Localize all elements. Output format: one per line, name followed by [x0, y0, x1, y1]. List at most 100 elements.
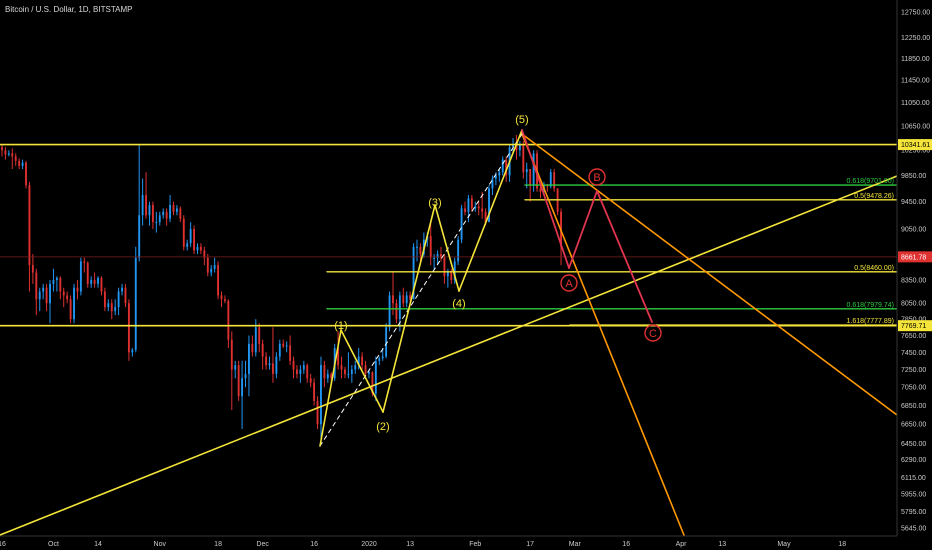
candle-body [491, 178, 494, 189]
candle-body [436, 254, 439, 258]
candle-body [323, 365, 326, 379]
candle-body [38, 291, 41, 300]
candle-body [374, 360, 377, 394]
candle-body [494, 175, 497, 179]
candle-body [189, 229, 192, 244]
price-badge-label: 8661.78 [901, 254, 926, 261]
candle-body [86, 262, 89, 284]
x-tick-label: Apr [676, 541, 688, 548]
candle-body [131, 349, 134, 353]
annotation-lines [0, 129, 898, 550]
candle-body [93, 280, 96, 284]
candle-body [289, 345, 292, 361]
candle-body [206, 257, 209, 273]
candle-body [381, 356, 384, 359]
x-tick-label: 18 [214, 541, 222, 548]
candle-body [31, 265, 34, 273]
y-tick-label: 5645.00 [901, 526, 926, 533]
candle-body [443, 257, 446, 277]
candle-body [134, 257, 137, 350]
candle-body [354, 365, 357, 370]
candle-body [158, 215, 161, 223]
candle-body [97, 277, 99, 284]
x-tick-label: 17 [526, 541, 534, 548]
impulse-wave-segment [434, 204, 460, 292]
x-tick-label: 16 [310, 541, 318, 548]
candle-body [522, 144, 525, 173]
candle-body [196, 246, 199, 251]
candle-body [241, 378, 244, 397]
x-axis: 16 Oct 14 Nov 18 Dec 16 2020 13 Feb 17 Mar 16 Apr 13 Ma… [0, 535, 932, 550]
candle-body [388, 295, 391, 328]
price-badge-label: 10341.61 [901, 142, 930, 149]
candle-body [549, 172, 552, 187]
impulse-wave-segment [382, 204, 436, 413]
candle-body [18, 160, 21, 166]
price-badge [898, 251, 932, 263]
y-tick-label: 10250.00 [901, 148, 930, 155]
candle-body [309, 378, 312, 383]
candle-body [45, 287, 48, 304]
wave-label-A: A [565, 278, 573, 290]
candle-body [21, 162, 24, 166]
wave-circle-A [560, 274, 578, 292]
x-tick-label: 18 [838, 541, 846, 548]
x-tick-label: Mar [569, 541, 582, 548]
candle-body [553, 172, 556, 189]
candle-body [223, 299, 226, 301]
candle-body [69, 299, 72, 320]
candle-body [278, 343, 281, 357]
impulse-wave-segment [458, 129, 523, 292]
wave-circle-C [644, 324, 662, 342]
y-tick-label: 5795.00 [901, 509, 926, 516]
candle-body [474, 206, 477, 209]
y-tick-label: 6450.00 [901, 441, 926, 448]
candle-body [340, 365, 343, 370]
wave-label-3: (3) [428, 197, 441, 209]
candle-body [213, 265, 216, 269]
y-tick-label: 7650.00 [901, 333, 926, 340]
candle-body [83, 261, 86, 263]
candle-body [28, 185, 31, 266]
candle-body [11, 153, 14, 157]
level-label: 0.5(8460.00) [854, 265, 894, 272]
candle-body [350, 369, 353, 374]
candle-body [364, 365, 367, 374]
candle-body [227, 300, 230, 340]
candle-body [464, 208, 466, 212]
price-badge [898, 320, 932, 332]
x-tick-label: 16 [622, 541, 630, 548]
candle-body [155, 222, 158, 224]
candle-body [76, 287, 79, 292]
candle-body [268, 363, 271, 366]
candle-body [518, 144, 521, 151]
candle-body [326, 373, 329, 379]
candle-body [470, 198, 473, 209]
candle-body [402, 295, 405, 304]
candle-body [398, 295, 401, 320]
y-tick-label: 8050.00 [901, 301, 926, 308]
candle-body [357, 356, 360, 366]
candle-body [371, 372, 374, 394]
candle-body [498, 172, 501, 176]
candle-body [282, 343, 285, 347]
candle-body [199, 246, 202, 251]
wave-label-B: B [593, 172, 600, 184]
y-tick-label: 10650.00 [901, 123, 930, 130]
candle-body [124, 287, 127, 304]
ascending-trendline [0, 175, 898, 536]
y-tick-label: 11850.00 [901, 56, 930, 63]
candle-body [220, 295, 223, 300]
y-tick-label: 9450.00 [901, 199, 926, 206]
x-axis-background [0, 536, 932, 550]
candle-body [179, 208, 182, 219]
candle-body [347, 373, 350, 375]
corrective-wave-segment [568, 190, 598, 269]
candle-body [416, 246, 418, 248]
candle-body [52, 280, 55, 284]
candle-body [361, 356, 364, 366]
candle-body [182, 218, 185, 247]
candle-body [405, 295, 408, 304]
